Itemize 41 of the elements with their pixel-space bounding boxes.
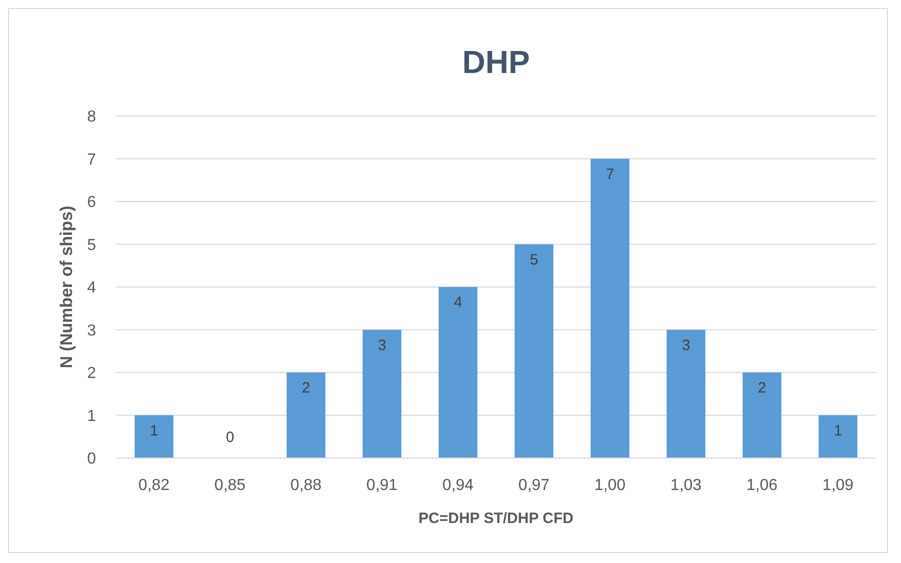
y-tick-label: 2 <box>87 365 96 382</box>
x-tick-label: 0,88 <box>290 477 322 494</box>
y-tick-label: 7 <box>87 151 96 168</box>
y-tick-label: 3 <box>87 322 96 340</box>
bar <box>362 330 402 458</box>
x-tick-label: 0,94 <box>442 477 474 494</box>
data-label: 3 <box>682 336 690 354</box>
x-tick-label: 1,00 <box>594 477 626 494</box>
y-tick-label: 5 <box>87 236 96 254</box>
y-tick-label: 0 <box>87 450 96 468</box>
bar <box>590 158 630 458</box>
bar <box>742 372 782 458</box>
data-label: 0 <box>226 429 234 446</box>
y-tick-label: 6 <box>87 194 96 212</box>
bar <box>818 415 858 458</box>
data-label: 1 <box>150 422 158 440</box>
x-tick-label: 1,03 <box>670 477 702 494</box>
x-tick-label: 0,91 <box>366 477 398 494</box>
bar <box>666 330 706 458</box>
data-label: 7 <box>606 166 614 183</box>
x-tick-label: 1,09 <box>822 477 854 494</box>
x-axis-title: PC=DHP ST/DHP CFD <box>418 510 574 527</box>
data-label: 2 <box>758 380 766 396</box>
y-tick-label: 1 <box>87 408 96 425</box>
y-tick-label: 8 <box>87 108 96 126</box>
x-tick-label: 0,85 <box>214 477 246 494</box>
data-label: 1 <box>834 422 842 440</box>
x-tick-label: 0,82 <box>138 477 170 494</box>
data-label: 4 <box>454 294 462 311</box>
bar <box>514 244 554 458</box>
chart-title: DHP <box>462 44 530 80</box>
bar <box>438 287 478 458</box>
data-label: 3 <box>378 336 386 354</box>
bar <box>134 415 174 458</box>
data-label: 5 <box>530 251 538 268</box>
bar <box>286 372 326 458</box>
y-axis-title: N (Number of ships) <box>57 206 76 368</box>
x-tick-label: 0,97 <box>518 477 550 494</box>
data-label: 2 <box>302 380 310 396</box>
x-tick-label: 1,06 <box>746 477 778 494</box>
y-tick-label: 4 <box>87 280 96 297</box>
